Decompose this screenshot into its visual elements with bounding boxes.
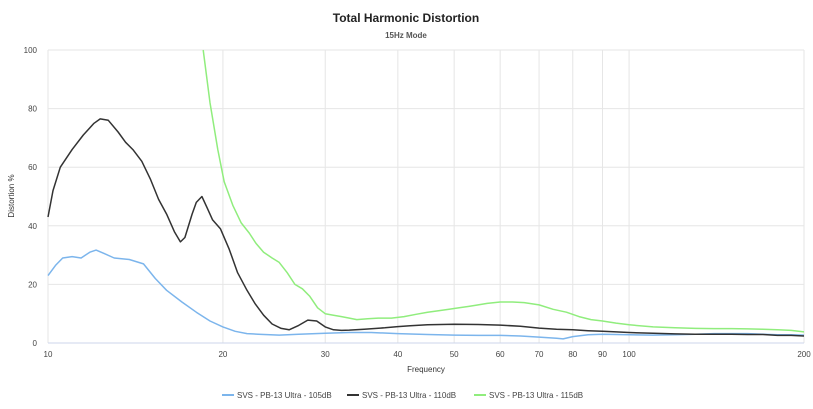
- x-tick-label: 200: [797, 350, 811, 359]
- y-tick-label: 20: [28, 280, 37, 289]
- x-tick-label: 100: [622, 350, 636, 359]
- x-tick-label: 50: [450, 350, 459, 359]
- legend: SVS - PB-13 Ultra - 105dB SVS - PB-13 Ult…: [222, 391, 583, 400]
- x-tick-label: 10: [44, 350, 53, 359]
- series-lines: [47, 49, 805, 340]
- y-tick-label: 60: [28, 163, 37, 172]
- x-tick-label: 90: [598, 350, 607, 359]
- legend-label: SVS - PB-13 Ultra - 105dB: [237, 391, 332, 400]
- x-tick-label: 40: [393, 350, 402, 359]
- chart-subtitle: 15Hz Mode: [385, 31, 427, 40]
- grid: [47, 49, 805, 344]
- y-tick-label: 40: [28, 222, 37, 231]
- x-tick-labels: 10 20 30 40 50 60 70 80 90 100 200: [44, 350, 812, 359]
- y-tick-labels: 0 20 40 60 80 100: [24, 46, 38, 348]
- y-tick-label: 100: [24, 46, 38, 55]
- series-line-2: [47, 118, 805, 337]
- series-line-3: [202, 49, 805, 333]
- y-axis-title: Distortion %: [7, 174, 16, 217]
- x-axis-title: Frequency: [407, 365, 445, 374]
- x-tick-label: 30: [321, 350, 330, 359]
- legend-label: SVS - PB-13 Ultra - 110dB: [362, 391, 456, 400]
- legend-label: SVS - PB-13 Ultra - 115dB: [489, 391, 583, 400]
- y-tick-label: 80: [28, 105, 37, 114]
- legend-item-2[interactable]: SVS - PB-13 Ultra - 110dB: [347, 391, 456, 400]
- chart-title: Total Harmonic Distortion: [333, 11, 479, 25]
- x-tick-label: 20: [218, 350, 227, 359]
- x-tick-label: 60: [496, 350, 505, 359]
- x-tick-label: 70: [535, 350, 544, 359]
- y-tick-label: 0: [33, 339, 38, 348]
- x-tick-label: 80: [568, 350, 577, 359]
- legend-item-1[interactable]: SVS - PB-13 Ultra - 105dB: [222, 391, 332, 400]
- legend-item-3[interactable]: SVS - PB-13 Ultra - 115dB: [474, 391, 583, 400]
